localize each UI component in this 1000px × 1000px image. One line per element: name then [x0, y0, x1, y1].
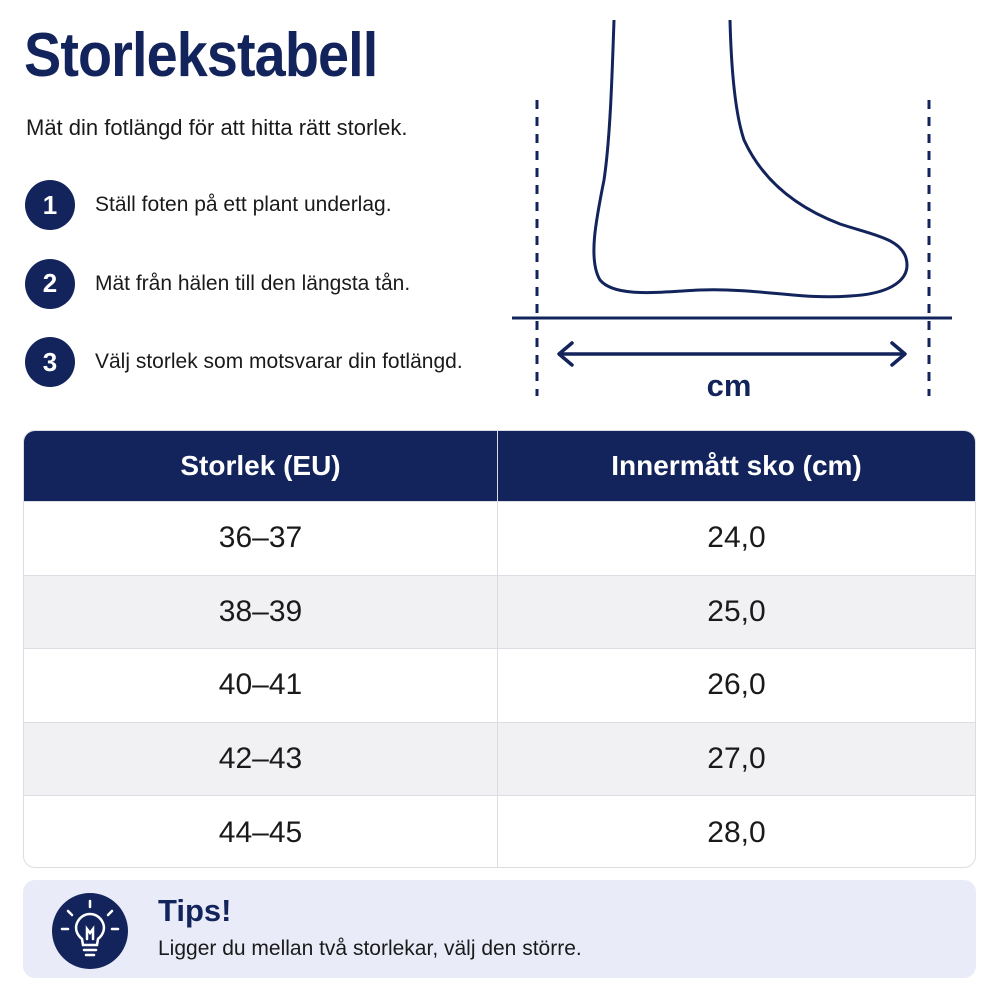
step: 3 Välj storlek som motsvarar din fotlängd… [25, 337, 463, 387]
step-text: Ställ foten på ett plant underlag. [95, 193, 392, 216]
step: 1 Ställ foten på ett plant underlag. [25, 180, 392, 230]
table-cell: 28,0 [707, 815, 766, 849]
bulb-icon [52, 893, 128, 969]
table-row: 40–41 26,0 [24, 648, 975, 722]
tip-title: Tips! [158, 893, 232, 928]
measure-arrow [557, 341, 907, 367]
table-cell: 27,0 [707, 742, 766, 776]
table-cell: 25,0 [707, 594, 766, 628]
step: 2 Mät från hälen till den längsta tån. [25, 258, 411, 309]
tip-text: Ligger du mellan två storlekar, välj den… [158, 937, 582, 960]
header-cell: Innermått sko (cm) [611, 450, 862, 481]
table-cell: 38–39 [24, 575, 498, 649]
table-cell: 36–37 [24, 502, 498, 575]
step-number: 1 [25, 180, 75, 230]
table-cell: 40–41 [24, 649, 498, 722]
size-table: Storlek (EU) Innermått sko (cm) 36–37 24,… [23, 430, 976, 868]
table-row: 44–45 28,0 [24, 795, 975, 867]
table-cell: 44–45 [24, 796, 498, 867]
table-row: 36–37 24,0 [24, 501, 975, 575]
title: Storlekstabell [24, 21, 378, 90]
table-row: 38–39 25,0 [24, 574, 975, 649]
header-cell: Storlek (EU) [24, 431, 498, 501]
tip-box [23, 880, 976, 978]
table-cell: 26,0 [707, 668, 766, 702]
table-row: 42–43 27,0 [24, 721, 975, 796]
table-cell: 24,0 [707, 521, 766, 555]
step-number: 3 [25, 337, 75, 387]
step-text: Välj storlek som motsvarar din fotlängd. [95, 350, 463, 373]
unit-label: cm [707, 368, 752, 403]
step-number: 2 [25, 258, 75, 309]
table-header: Storlek (EU) Innermått sko (cm) [24, 431, 975, 501]
foot-outline [592, 19, 909, 299]
table-cell: 42–43 [24, 722, 498, 796]
foot-diagram: cm [512, 19, 952, 403]
subtitle: Mät din fotlängd för att hitta rätt stor… [26, 115, 408, 140]
step-text: Mät från hälen till den längsta tån. [95, 271, 411, 295]
